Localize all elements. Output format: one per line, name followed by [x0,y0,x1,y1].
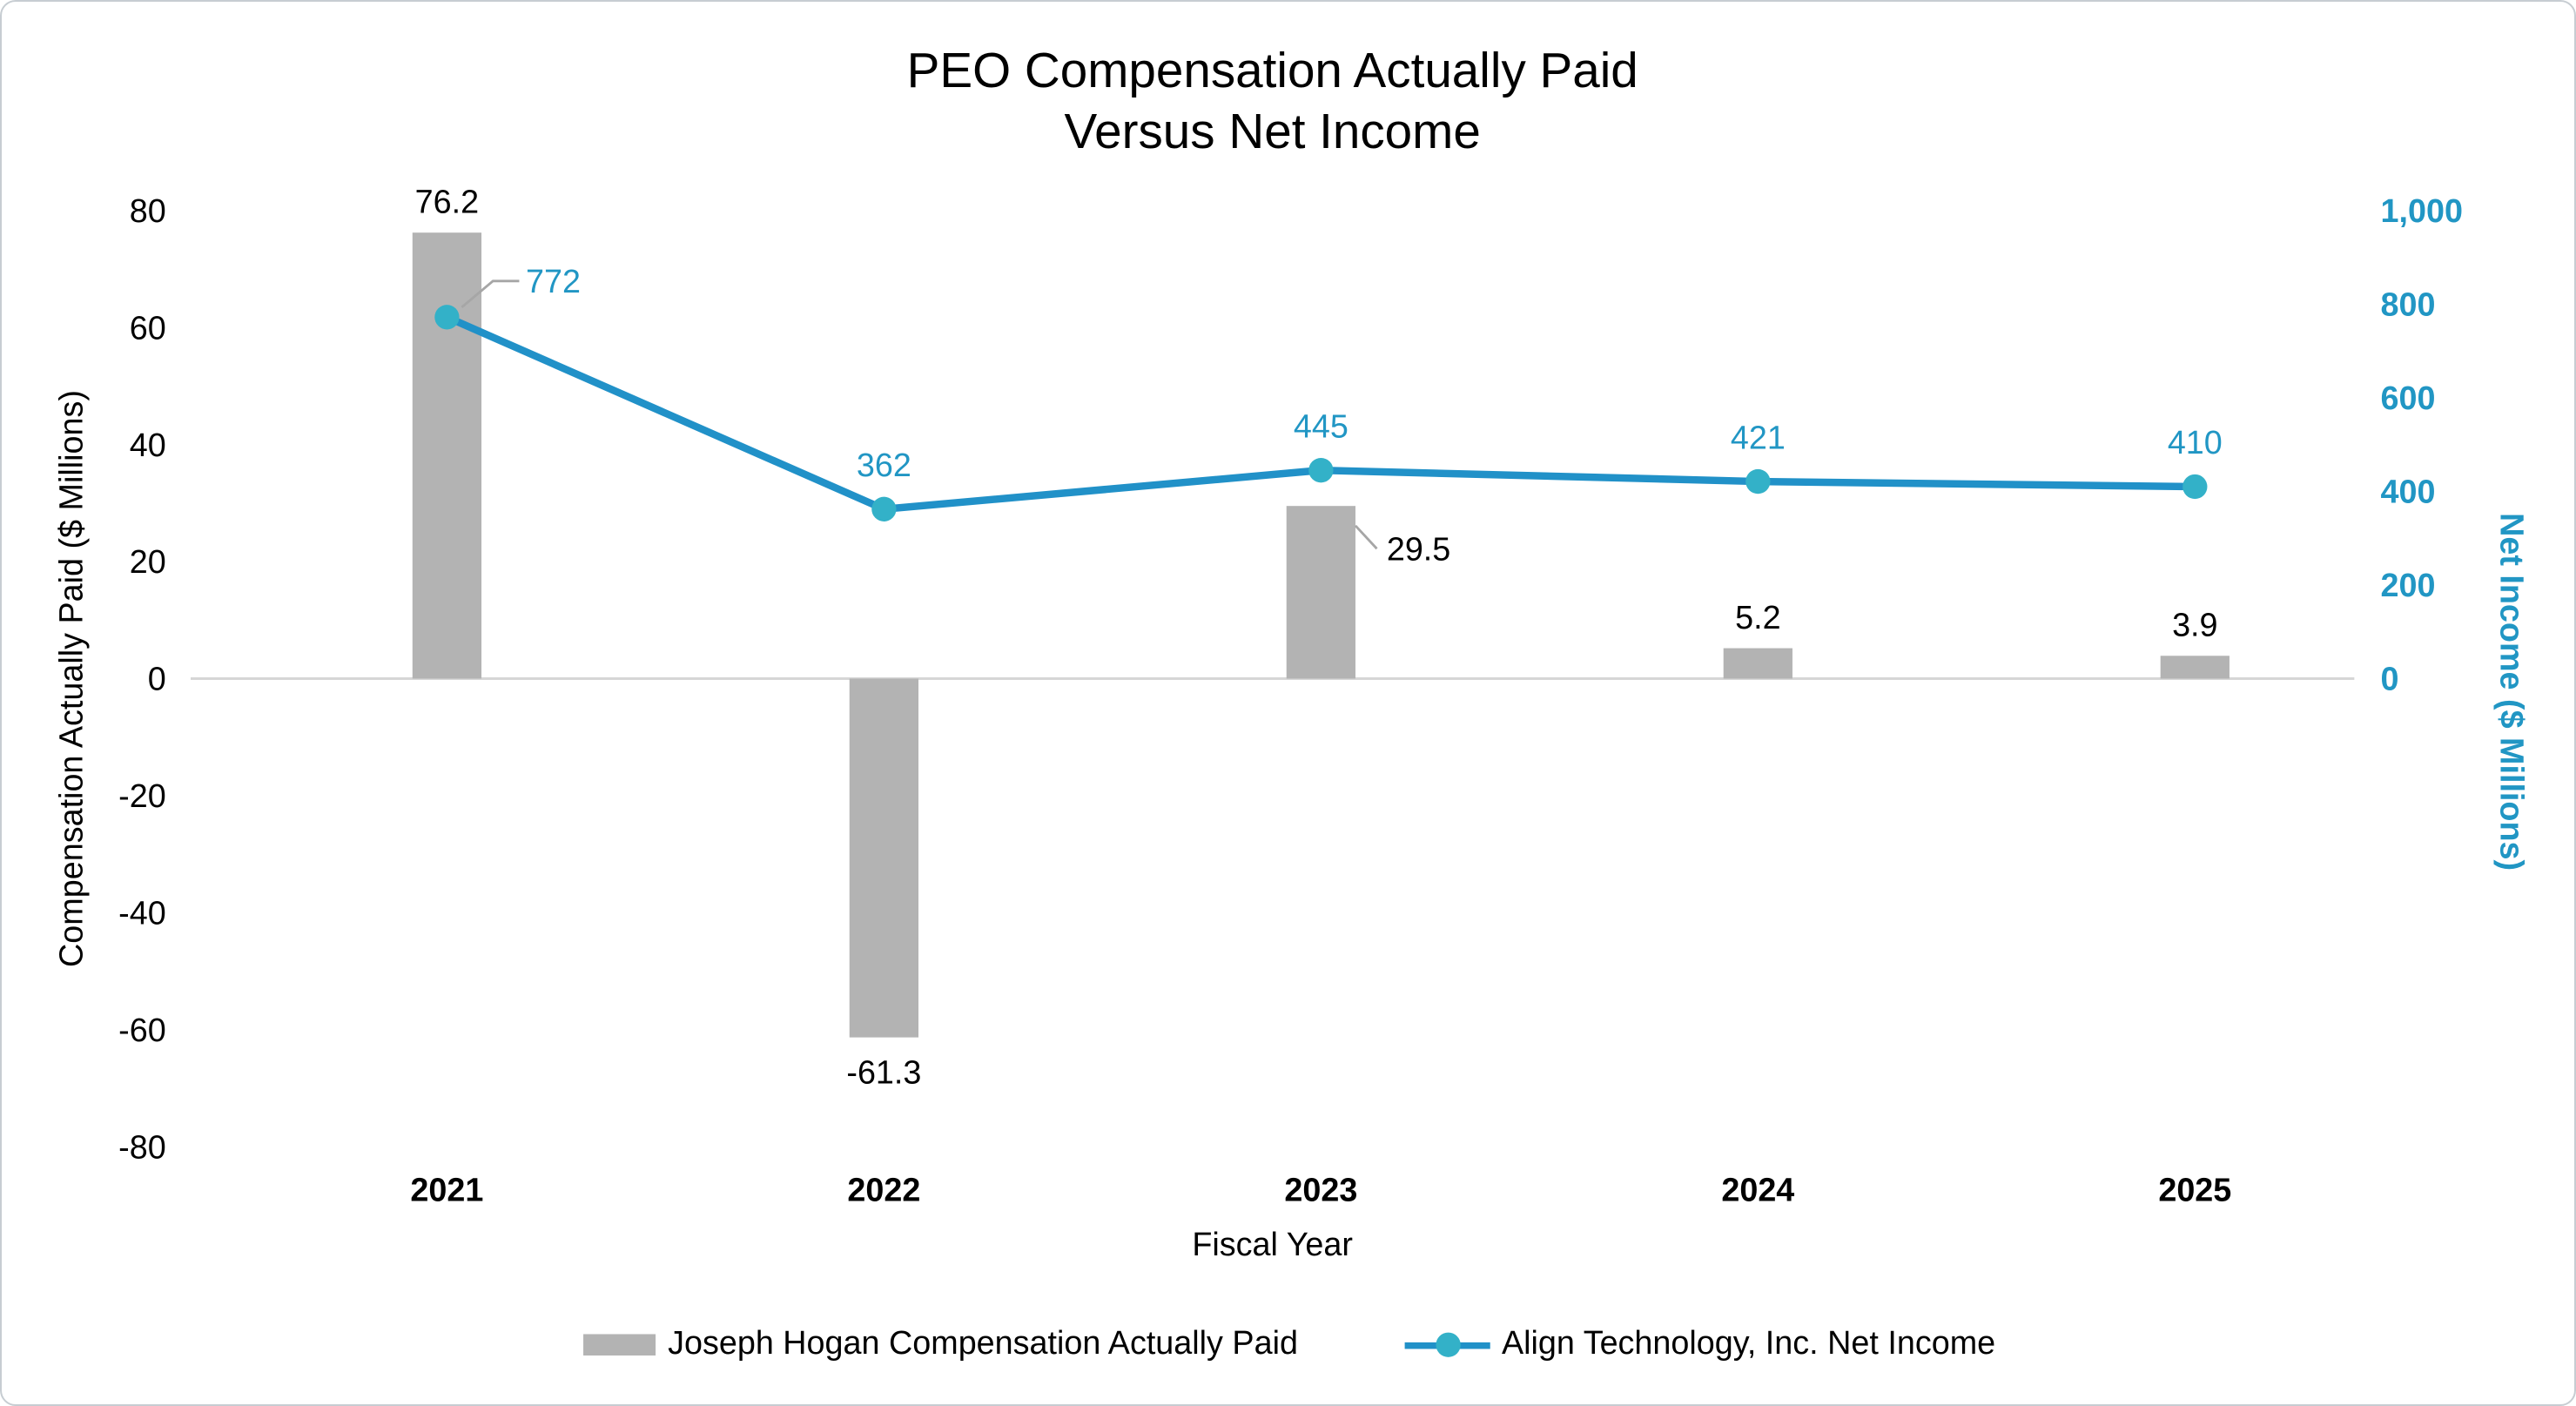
legend-item-compensation: Joseph Hogan Compensation Actually Paid [583,1326,1298,1363]
legend-label-compensation: Joseph Hogan Compensation Actually Paid [668,1326,1298,1362]
bar-label: 29.5 [1387,530,1450,567]
label-leader-line [461,279,520,309]
line-marker-2023 [1308,458,1334,483]
bar-swatch-icon [583,1334,656,1356]
line-label: 362 [857,447,911,483]
line-swatch-icon [1404,1330,1490,1360]
left-axis-tick: -80 [118,1129,166,1166]
left-axis-tick: 40 [130,427,166,463]
left-axis-tick: 0 [148,661,166,697]
right-axis-tick: 800 [2381,286,2436,322]
line-marker-2024 [1745,468,1771,494]
label-leader-line [1354,524,1378,550]
line-label: 772 [526,263,581,299]
line-marker-2021 [434,305,460,330]
left-axis-tick: -60 [118,1012,166,1048]
chart-title: PEO Compensation Actually Paid Versus Ne… [191,41,2354,163]
right-axis-title: Net Income ($ Millions) [2492,513,2529,871]
bar-2024 [1723,648,1792,679]
line-marker-2022 [871,496,897,521]
bar-label: 76.2 [415,184,479,220]
bar-2022 [849,678,919,1038]
line-marker-2025 [2183,474,2208,500]
left-axis-title: Compensation Actually Paid ($ Millions) [54,390,91,967]
chart-title-line-1: PEO Compensation Actually Paid [906,44,1638,99]
bar-label: 3.9 [2172,607,2217,643]
bar-2025 [2160,656,2230,679]
line-label: 410 [2168,424,2223,461]
line-label: 445 [1294,407,1349,444]
left-axis-tick: -20 [118,777,166,814]
bar-label: 5.2 [1735,599,1780,636]
left-axis-tick: 60 [130,309,166,346]
left-axis-tick: 80 [130,192,166,229]
x-axis-label-2025: 2025 [2158,1172,2231,1208]
x-axis-title: Fiscal Year [1192,1227,1354,1264]
right-axis-tick: 0 [2381,661,2399,697]
legend-label-net-income: Align Technology, Inc. Net Income [1501,1326,1996,1362]
left-axis-tick: -40 [118,895,166,932]
right-axis-tick: 1,000 [2381,192,2463,229]
bar-2023 [1286,506,1355,679]
x-axis-label-2022: 2022 [847,1172,920,1208]
chart-title-line-2: Versus Net Income [1064,104,1481,160]
right-axis-tick: 200 [2381,567,2436,603]
right-axis-tick: 600 [2381,380,2436,416]
right-axis-tick: 400 [2381,474,2436,510]
x-axis-label-2021: 2021 [410,1172,483,1208]
legend-item-net-income: Align Technology, Inc. Net Income [1404,1326,1996,1363]
legend: Joseph Hogan Compensation Actually Paid … [2,1326,2574,1363]
line-label: 421 [1731,419,1786,455]
bar-label: -61.3 [846,1053,921,1090]
x-axis-label-2024: 2024 [1721,1172,1794,1208]
left-axis-tick: 20 [130,543,166,580]
x-axis-label-2023: 2023 [1284,1172,1357,1208]
